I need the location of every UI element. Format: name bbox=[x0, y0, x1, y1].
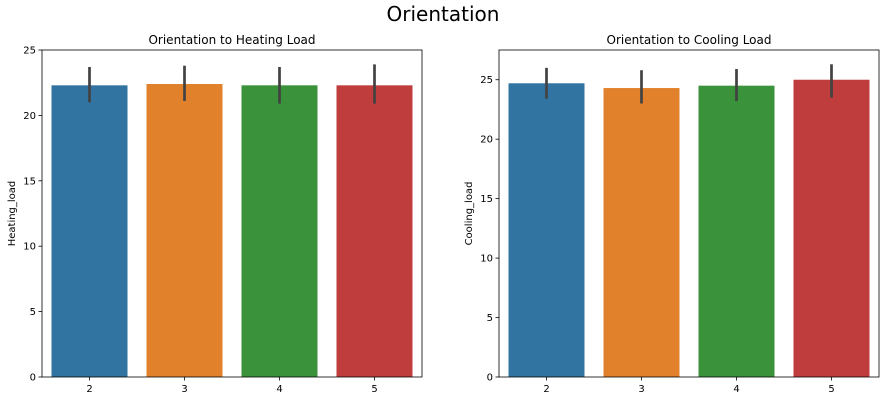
cooling-bar-4 bbox=[698, 85, 775, 377]
heating-chart-title: Orientation to Heating Load bbox=[148, 33, 315, 47]
heating-xtick-label-3: 3 bbox=[181, 384, 187, 395]
heating-ytick-label-0: 0 bbox=[30, 373, 36, 384]
cooling-chart-title: Orientation to Cooling Load bbox=[607, 33, 772, 47]
figure-title: Orientation bbox=[386, 2, 500, 26]
cooling-axes-frame bbox=[498, 49, 880, 378]
cooling-bar-5 bbox=[793, 79, 870, 378]
cooling-xtick-label-3: 3 bbox=[638, 384, 644, 395]
cooling-ytick-label-15: 15 bbox=[480, 194, 493, 205]
heating-bar-2 bbox=[51, 85, 128, 377]
cooling-xtick-label-2: 2 bbox=[543, 384, 549, 395]
cooling-bar-2 bbox=[508, 83, 585, 377]
cooling-ytick-label-0: 0 bbox=[487, 373, 493, 384]
heating-bar-4 bbox=[241, 85, 318, 377]
cooling-ytick-label-5: 5 bbox=[487, 313, 493, 324]
cooling-chart: 0 5 10 15 20 25 2 3 4 5 Orientation to Cooling Loa… bbox=[464, 33, 880, 395]
cooling-xtick-label-4: 4 bbox=[733, 384, 739, 395]
heating-ytick-label-20: 20 bbox=[23, 111, 36, 122]
heating-chart: 0 5 10 15 20 25 2 3 4 5 Orientation to Heating Loa… bbox=[7, 33, 423, 395]
cooling-ytick-label-10: 10 bbox=[480, 254, 493, 265]
cooling-ytick-label-20: 20 bbox=[480, 135, 493, 146]
cooling-bar-3 bbox=[603, 88, 680, 378]
heating-ylabel: Heating_load bbox=[7, 181, 18, 247]
heating-ytick-label-25: 25 bbox=[23, 46, 36, 57]
cooling-xtick-label-5: 5 bbox=[828, 384, 834, 395]
heating-ytick-label-10: 10 bbox=[23, 242, 36, 253]
heating-bar-3 bbox=[146, 84, 223, 378]
heating-bar-5 bbox=[336, 85, 413, 377]
heating-xtick-label-5: 5 bbox=[371, 384, 377, 395]
cooling-ylabel: Cooling_load bbox=[464, 182, 475, 246]
cooling-ytick-label-25: 25 bbox=[480, 75, 493, 86]
heating-axes-frame bbox=[41, 49, 423, 378]
heating-xtick-label-2: 2 bbox=[86, 384, 92, 395]
heating-ytick-label-15: 15 bbox=[23, 176, 36, 187]
heating-xtick-label-4: 4 bbox=[276, 384, 282, 395]
heating-ytick-label-5: 5 bbox=[30, 307, 36, 318]
